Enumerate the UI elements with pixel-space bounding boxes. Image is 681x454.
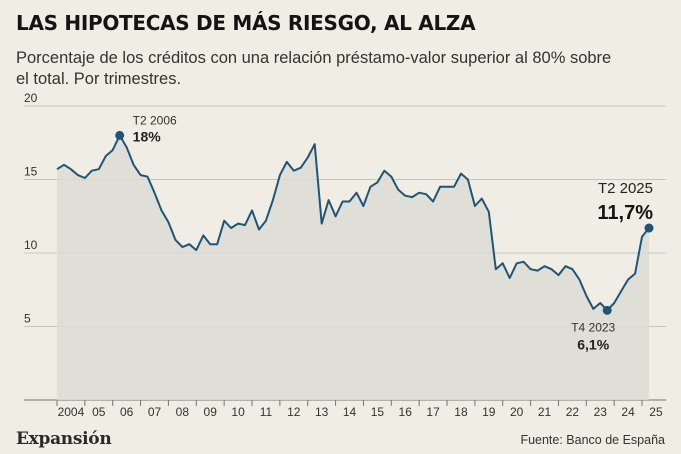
x-tick-label: 18	[454, 405, 468, 419]
series-line	[56, 134, 650, 312]
source-note: Fuente: Banco de España	[520, 433, 665, 447]
y-tick-label: 10	[24, 238, 38, 252]
x-tick-label: 2004	[58, 405, 85, 419]
x-tick-label: 15	[371, 405, 385, 419]
x-tick-label: 09	[204, 405, 218, 419]
brand-logo: Expansión	[16, 429, 112, 449]
x-tick-label: 19	[482, 405, 496, 419]
annotation-label: T4 2023	[571, 320, 615, 334]
annotation-label: T2 2006	[133, 113, 177, 127]
annotation-value: 18%	[133, 128, 162, 144]
x-tick-label: 22	[566, 405, 580, 419]
area-fill	[57, 135, 649, 400]
chart-subtitle: Porcentaje de los créditos con una relac…	[16, 49, 612, 88]
x-tick-label: 06	[120, 405, 134, 419]
x-tick-label: 14	[343, 405, 357, 419]
y-tick-label: 20	[24, 91, 38, 105]
x-tick-label: 13	[315, 405, 329, 419]
x-tick-label: 16	[399, 405, 413, 419]
annotation-label: T2 2025	[598, 180, 653, 197]
y-axis: 5 10 15 20	[24, 91, 38, 326]
x-tick-label: 25	[649, 405, 663, 419]
annotation-value: 6,1%	[577, 336, 609, 352]
chart-title: LAS HIPOTECAS DE MÁS RIESGO, AL ALZA	[16, 11, 476, 35]
x-tick-label: 20	[510, 405, 524, 419]
data-point-marker	[602, 305, 612, 315]
y-tick-label: 15	[24, 165, 38, 179]
annotation-value: 11,7%	[597, 202, 653, 224]
y-tick-label: 5	[24, 312, 31, 326]
x-tick-label: 24	[621, 405, 635, 419]
data-point-marker	[115, 130, 125, 140]
x-tick-label: 23	[594, 405, 608, 419]
x-tick-label: 08	[176, 405, 190, 419]
x-tick-label: 21	[538, 405, 552, 419]
data-point-marker	[644, 223, 654, 233]
x-tick-label: 17	[426, 405, 440, 419]
x-tick-label: 10	[231, 405, 245, 419]
x-axis: 2004 05 06 07 08 09 10 11 12 13 14 15 16 17 18 19 20 21 22…	[56, 400, 663, 419]
x-tick-label: 12	[287, 405, 301, 419]
x-tick-label: 05	[92, 405, 106, 419]
x-tick-label: 11	[260, 405, 273, 419]
markers	[115, 130, 654, 315]
x-tick-label: 07	[148, 405, 162, 419]
